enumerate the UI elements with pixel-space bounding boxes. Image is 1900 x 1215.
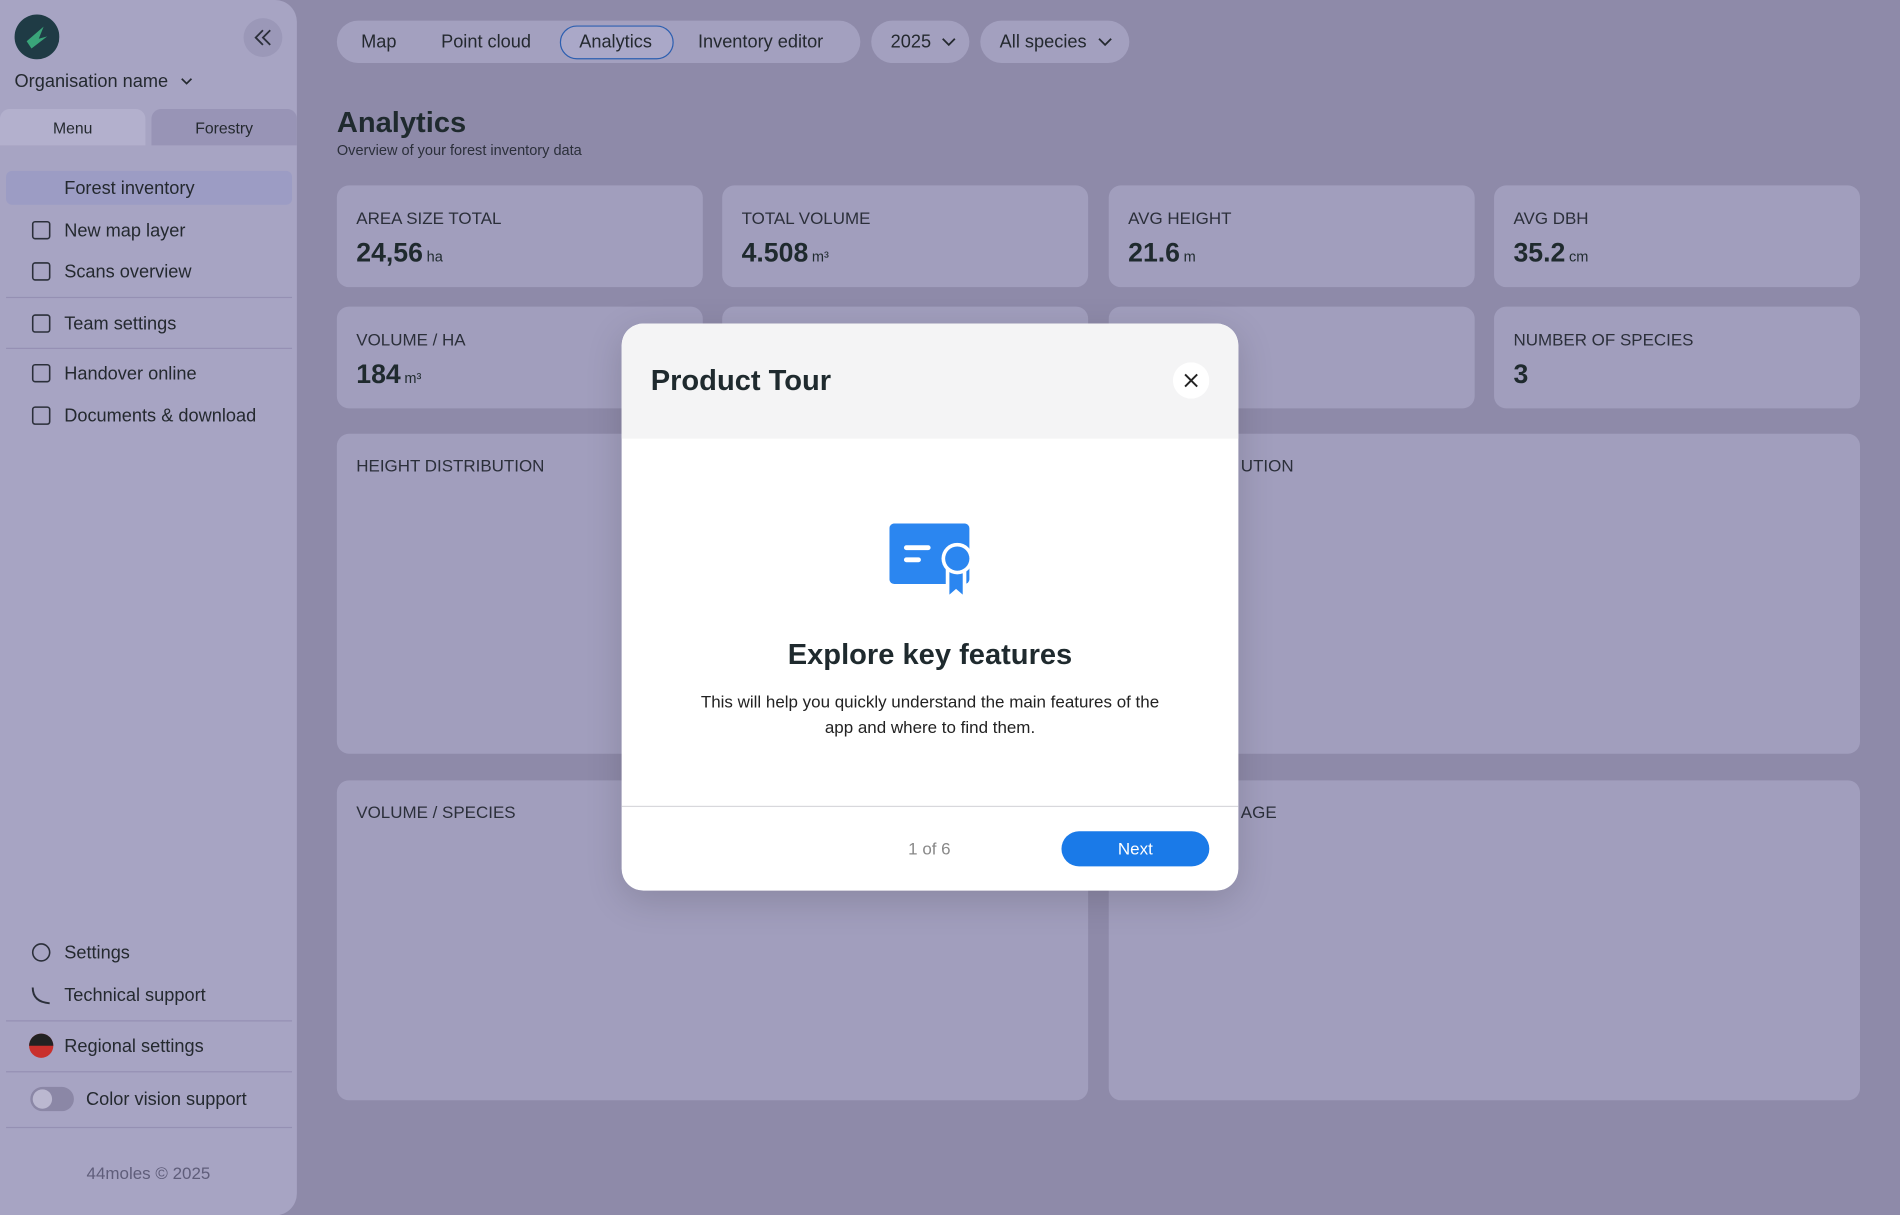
stat-label: AREA SIZE TOTAL <box>356 208 502 228</box>
divider <box>6 296 293 299</box>
species-dropdown[interactable]: All species <box>999 31 1087 53</box>
stat-unit: m³ <box>404 369 422 387</box>
divider <box>6 1071 293 1073</box>
year-dropdown[interactable]: 2025 <box>890 31 932 53</box>
chart-title: HEIGHT DISTRIBUTION <box>356 455 545 475</box>
tab-bg <box>0 109 146 146</box>
stat-card <box>1494 306 1861 409</box>
stat-label: NUMBER OF SPECIES <box>1513 329 1694 349</box>
nav-tab[interactable]: Map <box>361 31 397 53</box>
menu-icon <box>31 363 51 383</box>
stat-value: 24,56 ha <box>356 237 443 268</box>
chart-title: AGE <box>1240 802 1277 822</box>
next-button[interactable]: Next <box>1061 831 1210 867</box>
menu-item[interactable]: Team settings <box>64 313 177 335</box>
divider <box>6 347 293 349</box>
stat-value: 35.2 cm <box>1513 237 1589 268</box>
tab-bg <box>151 109 297 146</box>
menu-icon <box>31 406 51 425</box>
menu-item[interactable]: Technical support <box>64 985 206 1006</box>
chevron <box>942 38 956 47</box>
menu-item[interactable]: New map layer <box>64 220 186 242</box>
page-subtitle: Overview of your forest inventory data <box>336 141 582 159</box>
menu-item[interactable]: Color vision support <box>86 1089 247 1110</box>
flag-top <box>29 1033 54 1046</box>
toggle-knob <box>32 1089 53 1109</box>
nav-tab[interactable]: Inventory editor <box>697 31 824 53</box>
menu-item[interactable]: Scans overview <box>64 261 192 283</box>
divider <box>6 1126 293 1129</box>
close-button[interactable] <box>1172 362 1210 399</box>
page-title: Analytics <box>336 106 467 140</box>
menu-item[interactable]: Regional settings <box>64 1036 204 1057</box>
stat-card <box>1494 185 1861 288</box>
stat-value: 4.508 m³ <box>741 237 829 268</box>
org-name: Organisation name <box>14 71 169 93</box>
menu-item[interactable]: Documents & download <box>64 405 257 427</box>
menu-icon <box>31 314 51 333</box>
menu-item[interactable]: Settings <box>64 942 130 964</box>
stat-unit: m³ <box>811 248 829 266</box>
feature-icon <box>889 523 974 602</box>
nav-tab[interactable]: Point cloud <box>441 31 532 53</box>
stat-card <box>336 185 703 288</box>
divider <box>6 1020 293 1022</box>
menu-icon <box>31 220 51 240</box>
stat-card <box>1108 185 1475 288</box>
modal-title: Product Tour <box>650 364 832 398</box>
logo <box>14 14 60 60</box>
chevron <box>1098 38 1112 47</box>
menu-item[interactable]: Forest inventory <box>64 178 195 199</box>
phone-icon <box>31 987 50 1005</box>
stat-unit: cm <box>1568 248 1589 266</box>
modal-header <box>621 323 1239 439</box>
stat-label: TOTAL VOLUME <box>741 208 871 228</box>
stat-value: 3 <box>1513 358 1529 389</box>
stat-unit: m <box>1183 248 1196 266</box>
chart-title: UTION <box>1240 455 1294 475</box>
menu-active <box>6 170 293 205</box>
stat-card <box>722 185 1089 288</box>
chart-title: VOLUME / SPECIES <box>356 802 516 822</box>
nav-tab[interactable]: Analytics <box>579 31 652 53</box>
chevron <box>181 78 193 85</box>
sidebar-tab[interactable]: Forestry <box>195 118 254 137</box>
species-dropdown-bg[interactable] <box>980 20 1130 64</box>
stat-value: 184 m³ <box>356 358 422 389</box>
modal-text: This will help you quickly understand th… <box>700 691 1160 737</box>
menu-item[interactable]: Handover online <box>64 363 197 385</box>
stat-value: 21.6 m <box>1128 237 1196 268</box>
sidebar-tab[interactable]: Menu <box>52 118 93 137</box>
step-counter: 1 of 6 <box>908 838 951 858</box>
stat-label: AVG HEIGHT <box>1128 208 1232 228</box>
modal-heading: Explore key features <box>787 638 1073 672</box>
stat-label: AVG DBH <box>1513 208 1589 228</box>
collapse-button[interactable] <box>242 17 283 58</box>
stat-unit: ha <box>426 248 443 266</box>
modal: Product Tour Explore key features This w… <box>621 323 1239 891</box>
active-tab <box>559 25 674 60</box>
modal-divider <box>621 805 1239 808</box>
stat-label: VOLUME / HA <box>356 329 466 349</box>
menu-icon <box>31 262 51 281</box>
footer: 44moles © 2025 <box>86 1163 211 1183</box>
settings-icon <box>31 943 51 962</box>
